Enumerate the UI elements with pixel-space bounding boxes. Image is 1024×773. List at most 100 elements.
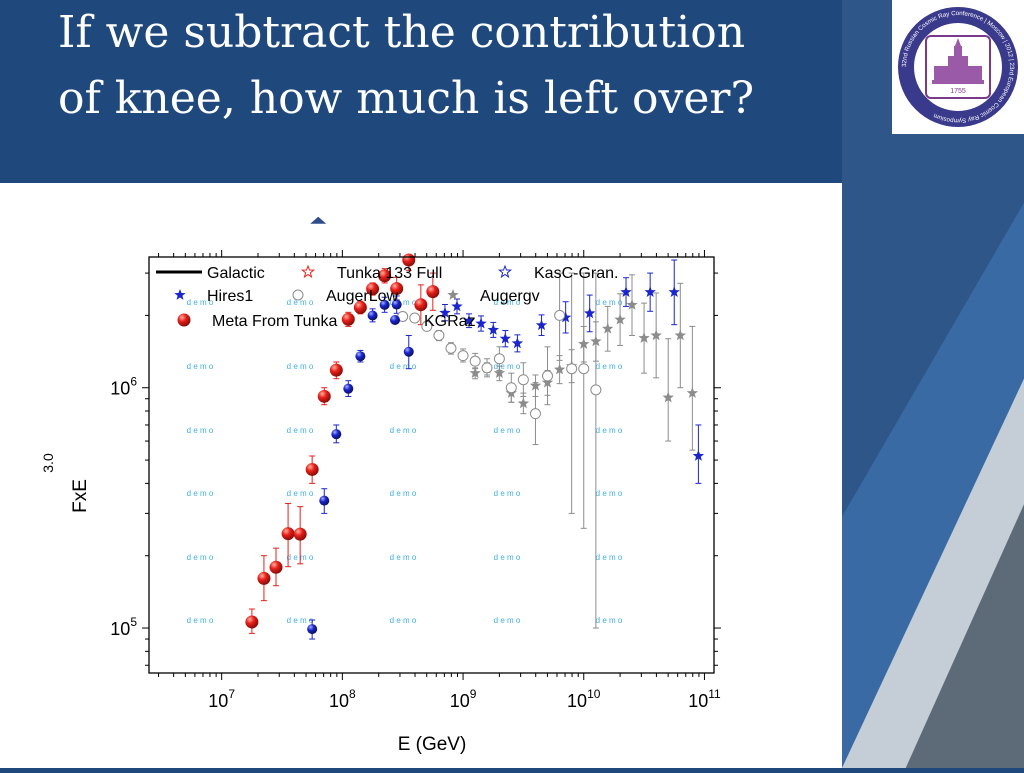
plot-frame: [148, 256, 715, 674]
data-point: [493, 367, 506, 378]
data-point: [469, 367, 481, 378]
legend-symbol: [447, 289, 459, 300]
data-point: [310, 216, 327, 224]
data-point: [378, 269, 392, 283]
slide-title-line2: of knee, how much is left over?: [58, 73, 755, 124]
watermark-text: d e m o: [187, 616, 214, 625]
y-tick-label: 106: [110, 375, 137, 399]
watermark-text: d e m o: [187, 298, 214, 307]
legend-entry: KasC-Gran.: [497, 264, 618, 282]
data-point: [566, 363, 578, 375]
data-point: [614, 313, 626, 325]
data-point: [584, 307, 596, 319]
data-point: [493, 353, 505, 365]
legend-label: KGRaz: [424, 313, 476, 330]
data-point: [329, 363, 343, 377]
data-point: [317, 389, 331, 403]
data-point: [674, 329, 686, 341]
legend-symbol: [390, 315, 400, 325]
data-point: [293, 527, 307, 541]
data-point: [463, 314, 475, 326]
data-point: [367, 310, 378, 321]
x-tick-label: 1010: [567, 687, 601, 711]
data-point: [650, 329, 662, 341]
data-point: [590, 384, 602, 396]
data-point: [487, 323, 499, 335]
chart: d e m o d e m o d e m o d e m o d e m o d e m…: [40, 134, 721, 755]
data-point: [602, 322, 614, 334]
legend-symbol: [497, 264, 513, 279]
data-point: [319, 495, 330, 506]
watermark-text: d e m o: [596, 489, 623, 498]
data-point: [529, 408, 541, 420]
data-point: [469, 355, 481, 367]
data-point: [281, 527, 295, 541]
legend-entry: Augergv: [447, 288, 540, 305]
x-tick-label: 109: [450, 687, 477, 711]
data-point: [626, 299, 638, 310]
data-point: [553, 363, 566, 375]
data-point: [403, 346, 414, 357]
legend-entry: Tunka 133 Full: [300, 264, 442, 282]
data-point: [535, 319, 548, 331]
data-point: [662, 391, 674, 403]
watermark-text: d e m o: [390, 298, 417, 307]
watermark-text: d e m o: [596, 553, 623, 562]
data-point: [341, 312, 355, 326]
data-point: [511, 337, 524, 349]
data-point: [355, 351, 366, 362]
watermark-text: d e m o: [187, 426, 214, 435]
watermark-text: d e m o: [494, 426, 521, 435]
watermark-text: d e m o: [494, 298, 521, 307]
data-point: [305, 462, 319, 476]
data-point: [445, 342, 457, 354]
watermark-text: d e m o: [287, 298, 314, 307]
watermark-text: d e m o: [596, 426, 623, 435]
chart-legend: Galactic Tunka 133 Full KasC-Gran. Hires1 Au…: [156, 264, 618, 330]
watermark-text: d e m o: [494, 553, 521, 562]
x-tick-label: 1011: [688, 687, 721, 711]
data-layer: [245, 216, 705, 640]
axes-layer: 10710810910101011105106107: [110, 134, 721, 711]
slide-title-line1: If we subtract the contribution: [58, 7, 746, 58]
data-point: [245, 615, 259, 629]
legend-entry: KGRaz: [390, 313, 476, 330]
watermark-text: d e m o: [287, 489, 314, 498]
conference-logo: 32nd Russian Cosmic Ray Conference | Mos…: [892, 0, 1024, 134]
watermark-text: d e m o: [287, 616, 314, 625]
watermark-text: d e m o: [187, 489, 214, 498]
data-point: [692, 450, 705, 461]
y-axis-exponent-label: 3.0: [40, 453, 56, 473]
watermark-text: d e m o: [287, 426, 314, 435]
legend-label: Hires1: [207, 288, 253, 305]
data-point: [686, 387, 699, 398]
data-point: [481, 362, 493, 374]
series-augerlow: [397, 272, 602, 629]
series-hires1: [439, 259, 705, 484]
slide-title: If we subtract the contribution of knee,…: [58, 0, 858, 132]
data-point: [391, 299, 402, 310]
watermark-text: d e m o: [596, 616, 623, 625]
legend-entry: Galactic: [156, 265, 265, 282]
data-point: [353, 301, 367, 315]
data-point: [517, 374, 529, 386]
data-point: [638, 332, 650, 343]
watermark-layer: d e m o d e m o d e m o d e m o d e m o d e m…: [187, 298, 623, 625]
data-point: [433, 329, 445, 341]
data-point: [390, 282, 404, 296]
data-point: [257, 571, 271, 585]
data-point: [366, 282, 380, 296]
data-point: [542, 370, 554, 382]
watermark-text: d e m o: [187, 362, 214, 371]
legend-entry: Hires1: [174, 288, 253, 305]
legend-symbol: [174, 289, 186, 300]
watermark-text: d e m o: [494, 616, 521, 625]
series-kgraz: [307, 256, 424, 640]
data-point: [269, 560, 283, 574]
watermark-text: d e m o: [494, 362, 521, 371]
conference-seal-icon: 32nd Russian Cosmic Ray Conference | Mos…: [898, 7, 1018, 127]
data-point: [668, 286, 680, 297]
x-axis-label: E (GeV): [398, 734, 467, 755]
logo-year: 1755: [950, 88, 966, 95]
chart-panel: d e m o d e m o d e m o d e m o d e m o d e m…: [0, 134, 842, 768]
